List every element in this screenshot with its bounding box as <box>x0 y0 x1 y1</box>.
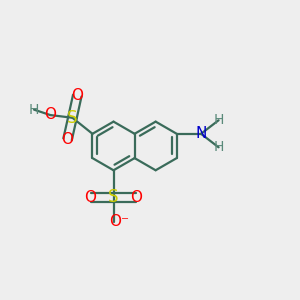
Text: N: N <box>195 126 207 141</box>
Text: O: O <box>85 190 97 205</box>
Text: H: H <box>213 140 224 154</box>
Text: S: S <box>108 188 119 206</box>
Text: O⁻: O⁻ <box>109 214 129 229</box>
Text: S: S <box>67 109 78 127</box>
Text: H: H <box>29 103 39 117</box>
Text: O: O <box>44 107 56 122</box>
Text: O: O <box>71 88 83 103</box>
Text: O: O <box>130 190 142 205</box>
Text: H: H <box>213 113 224 127</box>
Text: O: O <box>61 132 74 147</box>
